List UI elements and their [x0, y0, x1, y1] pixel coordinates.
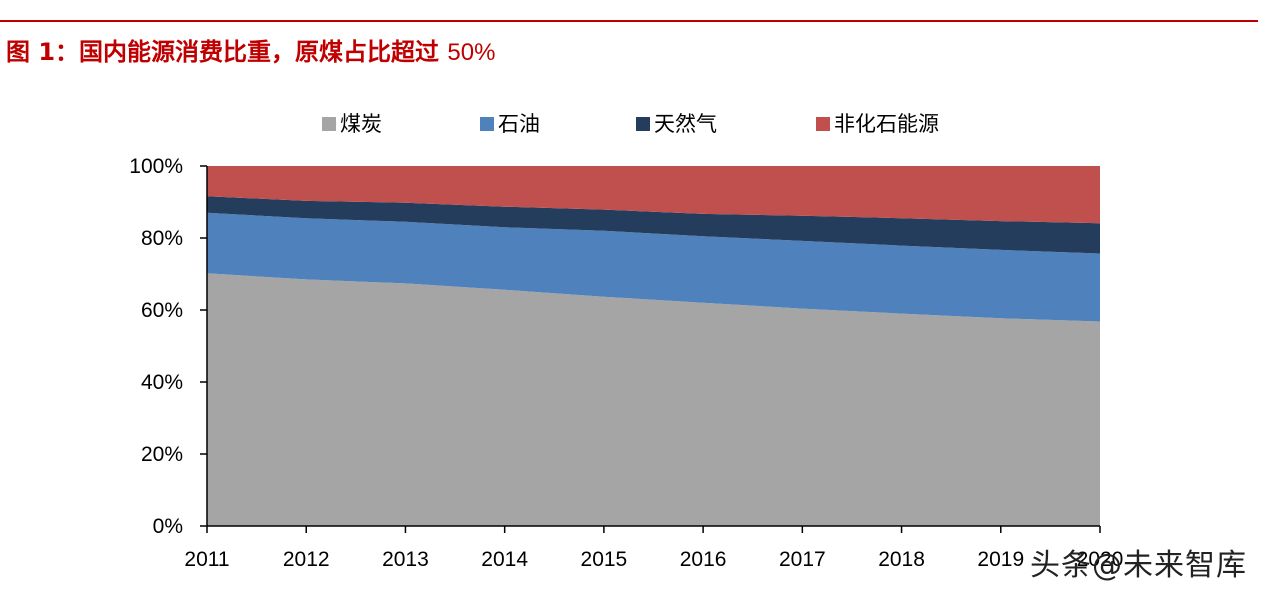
area-series-2	[207, 196, 1100, 254]
y-tick-label: 60%	[141, 299, 183, 322]
legend-label-1: 石油	[498, 112, 540, 136]
x-tick-label: 2012	[283, 548, 330, 571]
figure-title: 图 1：国内能源消费比重，原煤占比超过 50%	[6, 32, 495, 67]
legend-swatch-2	[636, 117, 650, 131]
legend-label-0: 煤炭	[340, 112, 382, 136]
y-tick-label: 20%	[141, 443, 183, 466]
legend-label-2: 天然气	[654, 112, 717, 136]
x-tick-label: 2015	[581, 548, 628, 571]
legend-swatch-0	[322, 117, 336, 131]
watermark: 头条@未来智库	[1030, 548, 1247, 583]
area-series-3	[207, 166, 1100, 224]
x-tick-label: 2018	[878, 548, 925, 571]
top-rule	[0, 20, 1258, 22]
y-tick-label: 100%	[129, 155, 183, 178]
legend-label-3: 非化石能源	[834, 112, 939, 136]
x-tick-label: 2017	[779, 548, 826, 571]
y-tick-label: 0%	[153, 515, 183, 538]
x-tick-label: 2019	[977, 548, 1024, 571]
area-series-0	[207, 273, 1100, 526]
area-series-1	[207, 212, 1100, 322]
x-tick-label: 2020	[1077, 548, 1124, 571]
x-tick-label: 2013	[382, 548, 429, 571]
y-tick-label: 80%	[141, 227, 183, 250]
x-tick-label: 2014	[481, 548, 528, 571]
figure-title-number: 50%	[447, 39, 496, 66]
legend-swatch-1	[480, 117, 494, 131]
x-tick-label: 2011	[184, 548, 229, 571]
y-tick-label: 40%	[141, 371, 183, 394]
figure-title-text: 图 1：国内能源消费比重，原煤占比超过	[6, 38, 448, 66]
x-tick-label: 2016	[680, 548, 727, 571]
legend-swatch-3	[816, 117, 830, 131]
